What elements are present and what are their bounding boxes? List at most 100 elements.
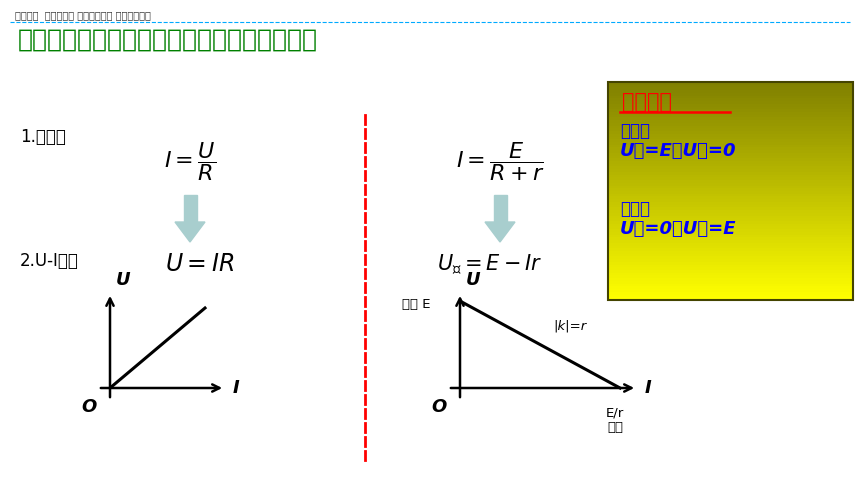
Bar (608, 240, 853, 243)
Bar (608, 202, 853, 205)
Text: $U = IR$: $U = IR$ (165, 252, 235, 276)
Bar (608, 153, 853, 155)
Bar (608, 175, 853, 177)
Bar (608, 158, 853, 161)
Bar (608, 148, 853, 150)
Text: U: U (116, 271, 131, 289)
Bar (608, 284, 853, 287)
Bar (608, 213, 853, 215)
Bar (608, 262, 853, 265)
Bar (608, 237, 853, 240)
Bar (608, 145, 853, 148)
Bar (608, 259, 853, 262)
Bar (608, 164, 853, 166)
Polygon shape (175, 222, 205, 242)
Bar (608, 251, 853, 254)
Bar (608, 85, 853, 88)
Bar (608, 235, 853, 237)
Bar (608, 278, 853, 281)
Bar (608, 136, 853, 139)
Bar (608, 292, 853, 295)
Text: 两种特例: 两种特例 (622, 92, 672, 112)
Bar (608, 275, 853, 278)
Bar (608, 218, 853, 221)
Bar (608, 281, 853, 284)
Bar (608, 126, 853, 128)
Bar (608, 295, 853, 297)
Bar (608, 112, 853, 115)
Bar (608, 88, 853, 90)
Bar (608, 221, 853, 224)
Bar (608, 194, 853, 197)
Bar (608, 205, 853, 207)
Text: 高中物理  必修第三册 第十二章电能 能量守恒定律: 高中物理 必修第三册 第十二章电能 能量守恒定律 (15, 10, 150, 20)
Text: U内=0，U外=E: U内=0，U外=E (620, 220, 736, 238)
Text: |k|=r: |k|=r (553, 319, 587, 332)
Text: 断路：: 断路： (620, 200, 650, 218)
Bar (608, 273, 853, 275)
Bar (608, 82, 853, 85)
Text: O: O (82, 398, 97, 416)
Bar (608, 191, 853, 194)
Bar (608, 248, 853, 251)
Bar (608, 142, 853, 145)
Bar (608, 123, 853, 126)
Bar (608, 180, 853, 183)
Polygon shape (485, 222, 515, 242)
Text: E/r
短路: E/r 短路 (606, 406, 624, 434)
Bar (608, 227, 853, 229)
Bar (608, 183, 853, 185)
Bar (608, 169, 853, 172)
Bar (608, 150, 853, 153)
Bar (608, 166, 853, 169)
Bar (608, 243, 853, 245)
Bar (608, 104, 853, 106)
Text: 1.表达式: 1.表达式 (20, 128, 66, 146)
Bar (608, 297, 853, 300)
Text: I: I (645, 379, 652, 397)
Text: $U_{外}=E-Ir$: $U_{外}=E-Ir$ (437, 252, 543, 277)
Bar (608, 207, 853, 210)
Bar (608, 115, 853, 118)
Bar (608, 139, 853, 142)
Bar (608, 215, 853, 218)
Polygon shape (494, 195, 507, 222)
Bar (608, 118, 853, 120)
Text: $I = \dfrac{E}{R + r}$: $I = \dfrac{E}{R + r}$ (456, 140, 544, 183)
Bar (608, 120, 853, 123)
Bar (608, 128, 853, 131)
Bar (608, 177, 853, 180)
Text: I: I (233, 379, 240, 397)
Bar (608, 161, 853, 164)
Text: $I = \dfrac{U}{R}$: $I = \dfrac{U}{R}$ (164, 140, 216, 183)
Bar (608, 90, 853, 93)
Bar (608, 101, 853, 104)
Bar (608, 270, 853, 273)
Text: 短路：: 短路： (620, 122, 650, 140)
Bar (608, 172, 853, 175)
Bar (608, 232, 853, 235)
Bar (608, 98, 853, 101)
Bar (608, 254, 853, 257)
Bar (608, 289, 853, 292)
Bar (608, 155, 853, 158)
Polygon shape (183, 195, 196, 222)
Bar (608, 131, 853, 134)
Text: U内=E，U外=0: U内=E，U外=0 (620, 142, 736, 160)
Bar (608, 197, 853, 199)
Bar (608, 82, 853, 300)
Bar (608, 224, 853, 227)
Bar (608, 229, 853, 232)
Bar (608, 245, 853, 248)
Text: 断路 E: 断路 E (402, 299, 431, 312)
Bar (608, 134, 853, 136)
Bar (608, 265, 853, 267)
Bar (608, 188, 853, 191)
Text: 部分电路欧姆定律和闭合电路欧姆定律的比较: 部分电路欧姆定律和闭合电路欧姆定律的比较 (18, 28, 318, 52)
Text: U: U (466, 271, 481, 289)
Bar (608, 267, 853, 270)
Bar (608, 199, 853, 202)
Bar (608, 96, 853, 98)
Bar (608, 106, 853, 109)
Bar (608, 93, 853, 96)
